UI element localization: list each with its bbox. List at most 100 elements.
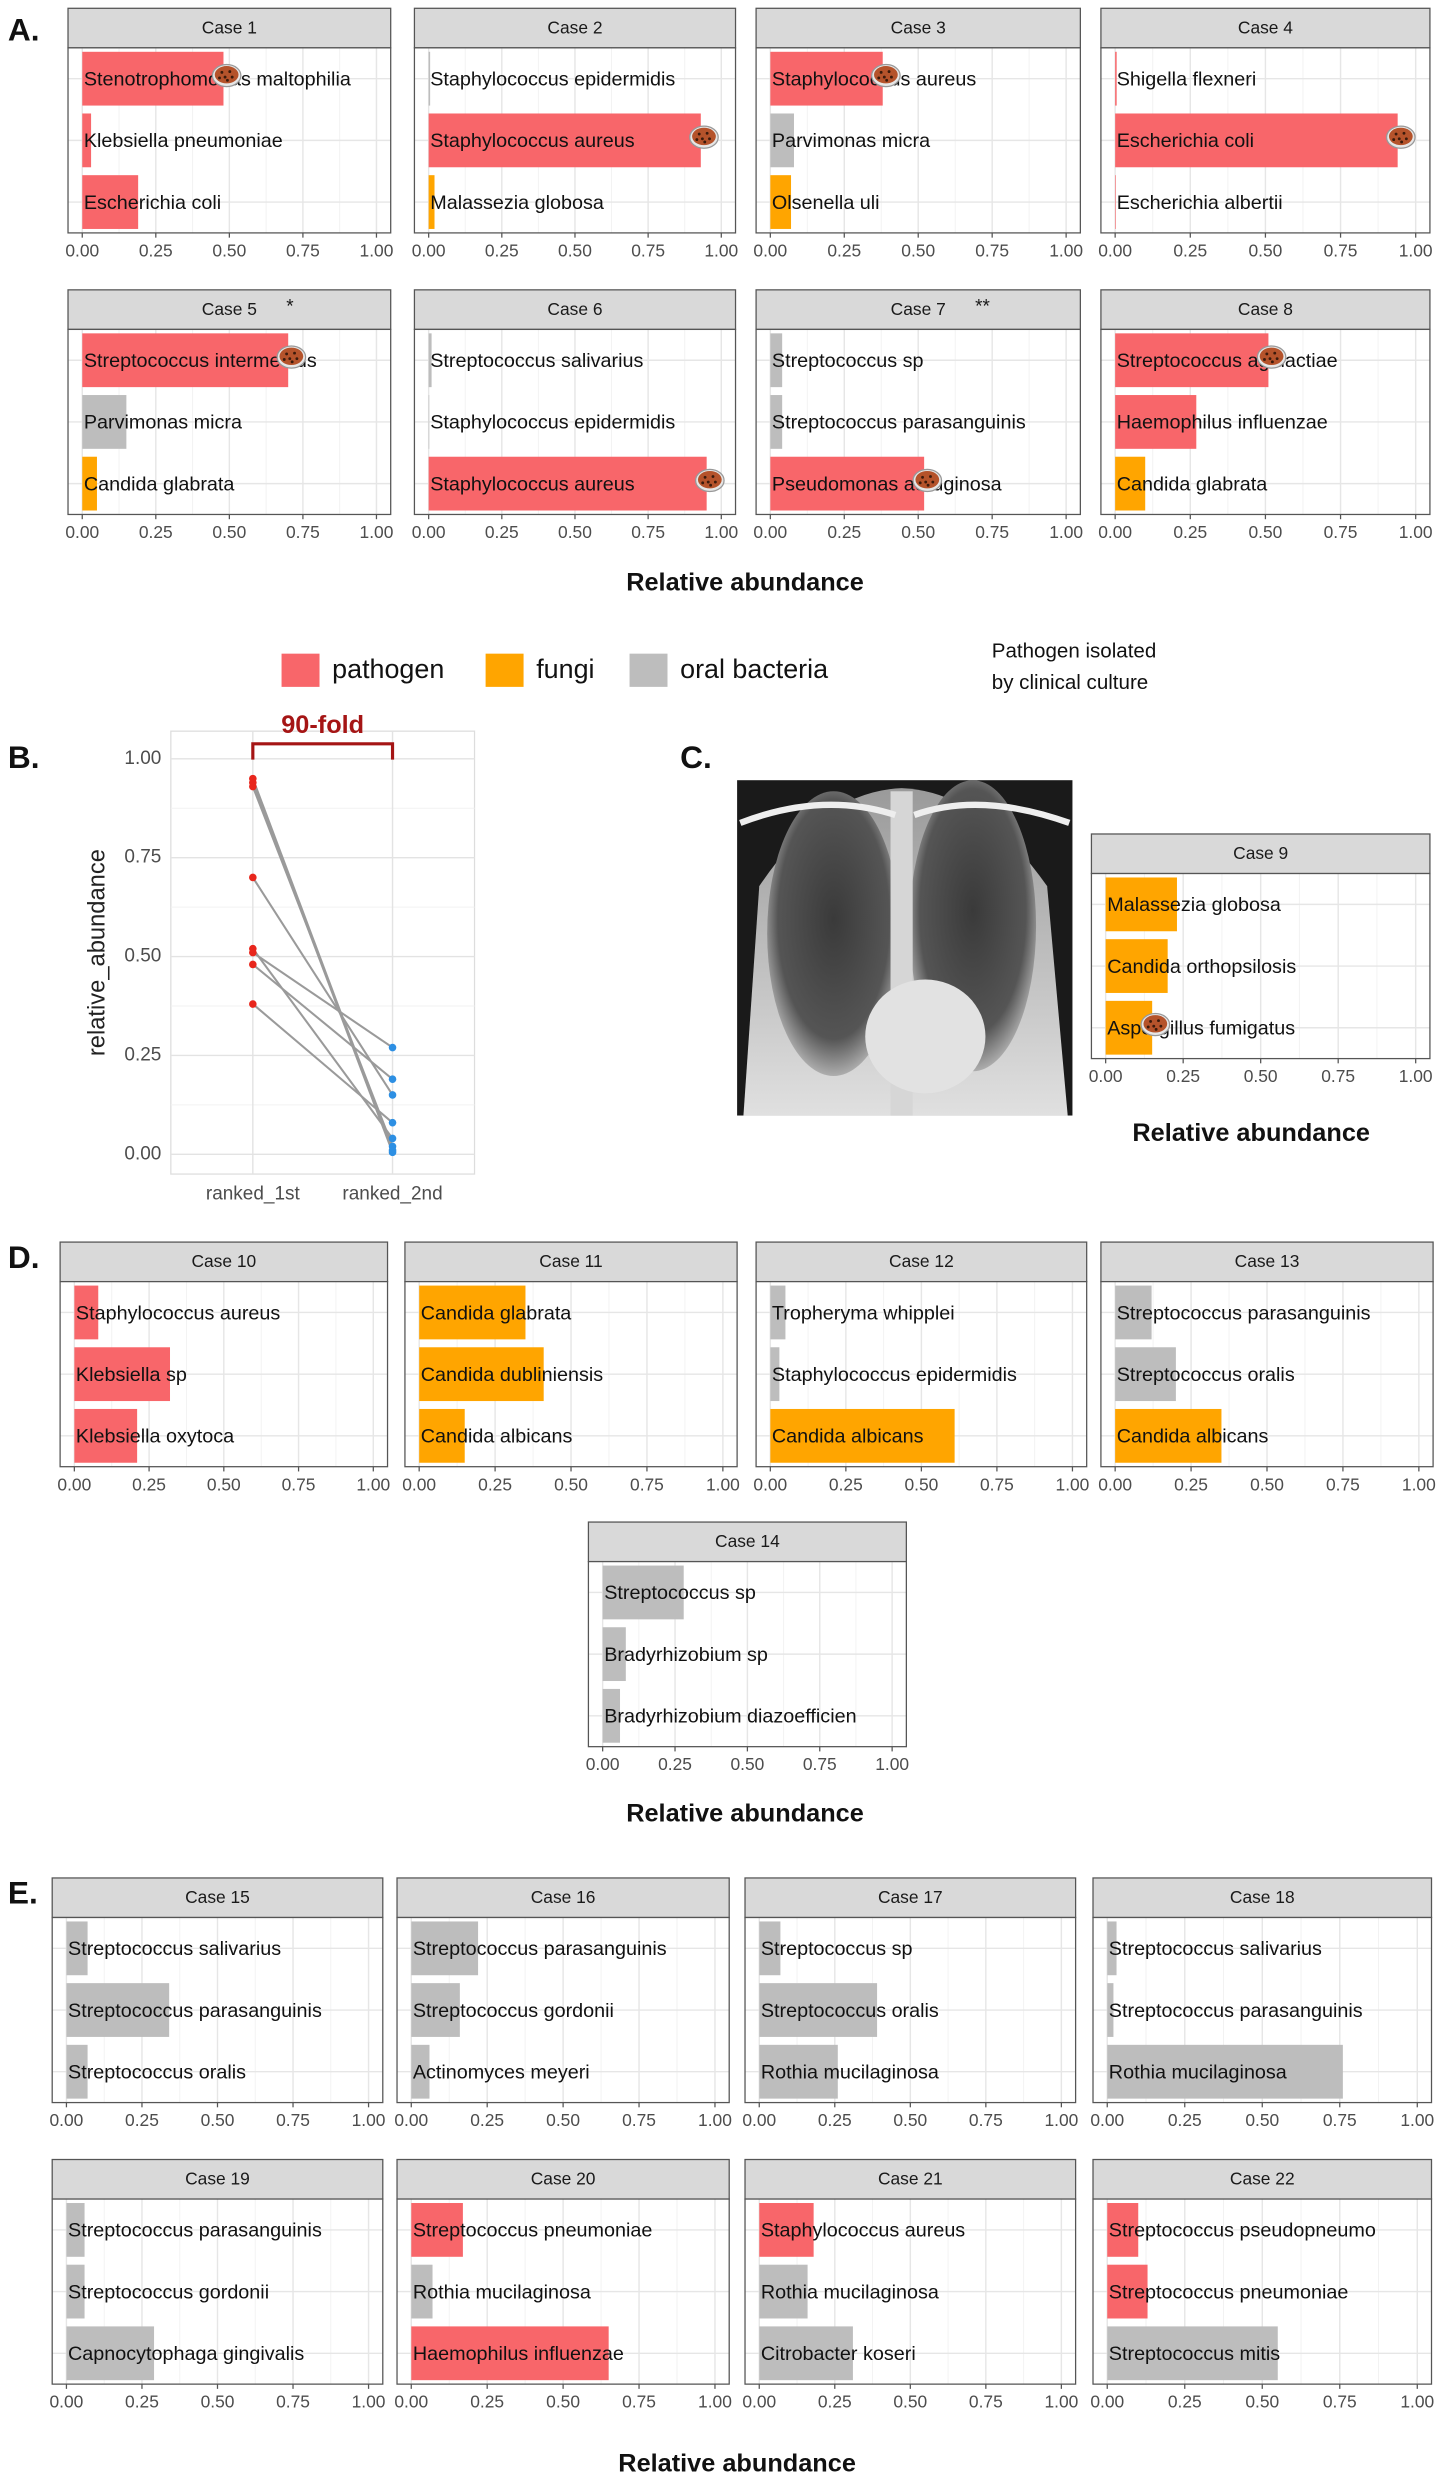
species-label: Streptococcus pseudopneumo bbox=[1109, 2220, 1376, 2242]
x-tick-label: 0.50 bbox=[207, 1474, 241, 1494]
significance-note: * bbox=[286, 296, 294, 317]
bars: Staphylococcus aureus Klebsiella sp Klebsi… bbox=[60, 1285, 388, 1463]
colony bbox=[713, 480, 717, 484]
x-tick-label: 1.00 bbox=[698, 2110, 732, 2130]
bar bbox=[770, 51, 883, 106]
bar bbox=[74, 1285, 99, 1340]
colony bbox=[1404, 137, 1408, 141]
pair-line bbox=[252, 948, 394, 1140]
bar bbox=[411, 2044, 430, 2099]
species-label: Streptococcus intermedius bbox=[84, 350, 317, 372]
point bbox=[388, 1118, 397, 1127]
facet-strip bbox=[755, 7, 1081, 49]
colony bbox=[918, 481, 922, 485]
x-tick-label: 0.25 bbox=[1168, 2392, 1202, 2412]
x-tick-label: 1.00 bbox=[698, 2392, 732, 2412]
bar bbox=[428, 51, 431, 106]
legend-swatch bbox=[485, 653, 524, 687]
x-tick-label: 0.25 bbox=[1173, 240, 1207, 260]
x-tick-label: 0.75 bbox=[622, 2110, 656, 2130]
x-tick-label: 1.00 bbox=[704, 240, 738, 260]
facet-strip bbox=[51, 1877, 384, 1919]
bar bbox=[1107, 2326, 1278, 2381]
species-label: Streptococcus mitis bbox=[1109, 2343, 1280, 2365]
x-tick-label: 1.00 bbox=[1402, 1474, 1436, 1494]
species-label: Candida orthopsilosis bbox=[1107, 956, 1296, 978]
species-label: Streptococcus gordonii bbox=[413, 2000, 614, 2022]
colony bbox=[1268, 357, 1272, 361]
point bbox=[388, 1075, 397, 1083]
species-label: Streptococcus agalactiae bbox=[1117, 350, 1338, 372]
x-tick-label: 1.00 bbox=[704, 522, 738, 542]
species-label: Staphylococcus epidermidis bbox=[430, 412, 675, 434]
legend-label: fungi bbox=[536, 654, 594, 684]
dish-agar bbox=[697, 470, 722, 489]
panel-border bbox=[51, 2198, 384, 2385]
species-label: Candida dubliniensis bbox=[421, 1364, 604, 1386]
pair-line bbox=[252, 951, 394, 1049]
bar bbox=[66, 2044, 88, 2099]
x-tick-label: 0.00 bbox=[394, 2392, 428, 2412]
x-tick-label: 0.75 bbox=[1321, 1066, 1355, 1086]
facet-title: Case 8 bbox=[1238, 299, 1293, 319]
colony bbox=[703, 140, 707, 144]
panel-label: A. bbox=[8, 11, 40, 47]
bars: Streptococcus salivarius Staphylococcus e… bbox=[414, 333, 736, 511]
x-tick-label: 1.00 bbox=[1399, 1066, 1433, 1086]
x-tick-label: 0.00 bbox=[412, 240, 446, 260]
colony bbox=[709, 483, 713, 487]
bar bbox=[602, 1565, 684, 1620]
species-label: Streptococcus parasanguinis bbox=[1117, 1302, 1371, 1324]
x-tick-label: 0.00 bbox=[50, 2392, 84, 2412]
facet-title: Case 10 bbox=[191, 1251, 256, 1271]
species-label: Candida glabrata bbox=[1117, 473, 1268, 495]
panel-border bbox=[744, 1916, 1077, 2104]
x-tick-label: 0.25 bbox=[139, 240, 173, 260]
bar bbox=[1115, 1408, 1222, 1463]
species-label: Tropheryma whipplei bbox=[772, 1302, 955, 1324]
bar bbox=[759, 1921, 781, 1976]
point bbox=[249, 873, 257, 882]
colony bbox=[879, 70, 883, 74]
species-label: Staphylococcus aureus bbox=[76, 1302, 280, 1324]
culture-icon bbox=[912, 468, 943, 493]
bars: Streptococcus pseudopneumo Streptococcus … bbox=[1093, 2203, 1432, 2381]
species-label: Streptococcus sp bbox=[761, 1938, 913, 1960]
x-tick-label: 0.50 bbox=[901, 522, 935, 542]
bars: Streptococcus parasanguinis Streptococcus… bbox=[397, 1921, 730, 2099]
colony bbox=[695, 138, 699, 142]
species-label: Citrobacter koseri bbox=[761, 2343, 916, 2365]
x-tick-label: 0.50 bbox=[546, 2110, 580, 2130]
bar bbox=[1107, 2264, 1148, 2319]
colony bbox=[220, 70, 224, 74]
bar bbox=[1107, 1983, 1114, 2037]
facet-strip bbox=[67, 7, 392, 49]
x-tick-label: 0.25 bbox=[125, 2392, 159, 2412]
panel-border bbox=[59, 1280, 389, 1468]
bar bbox=[74, 1408, 138, 1463]
species-label: Streptococcus parasanguinis bbox=[413, 1938, 667, 1960]
panel-border bbox=[413, 47, 737, 234]
panel-border bbox=[1100, 1280, 1434, 1468]
y-tick-label: 0.25 bbox=[124, 1044, 161, 1065]
colony bbox=[700, 137, 704, 141]
bar bbox=[759, 2203, 814, 2257]
species-label: Escherichia albertii bbox=[1117, 192, 1283, 214]
x-tick-label: 0.25 bbox=[1166, 1066, 1200, 1086]
panel-border bbox=[413, 328, 737, 516]
bar bbox=[770, 175, 792, 229]
x-tick-label: 0.25 bbox=[658, 1754, 692, 1774]
x-tick-label: 0.00 bbox=[1090, 2392, 1124, 2412]
colony bbox=[890, 75, 893, 79]
colony bbox=[931, 480, 935, 484]
dish-agar bbox=[874, 66, 898, 84]
colony bbox=[1157, 1019, 1160, 1023]
bracket bbox=[251, 742, 395, 760]
species-label: Actinomyces meyeri bbox=[413, 2062, 590, 2084]
bar bbox=[74, 1347, 171, 1402]
colony bbox=[1394, 132, 1398, 136]
species-label: Streptococcus salivarius bbox=[430, 350, 643, 372]
colony bbox=[293, 351, 296, 355]
